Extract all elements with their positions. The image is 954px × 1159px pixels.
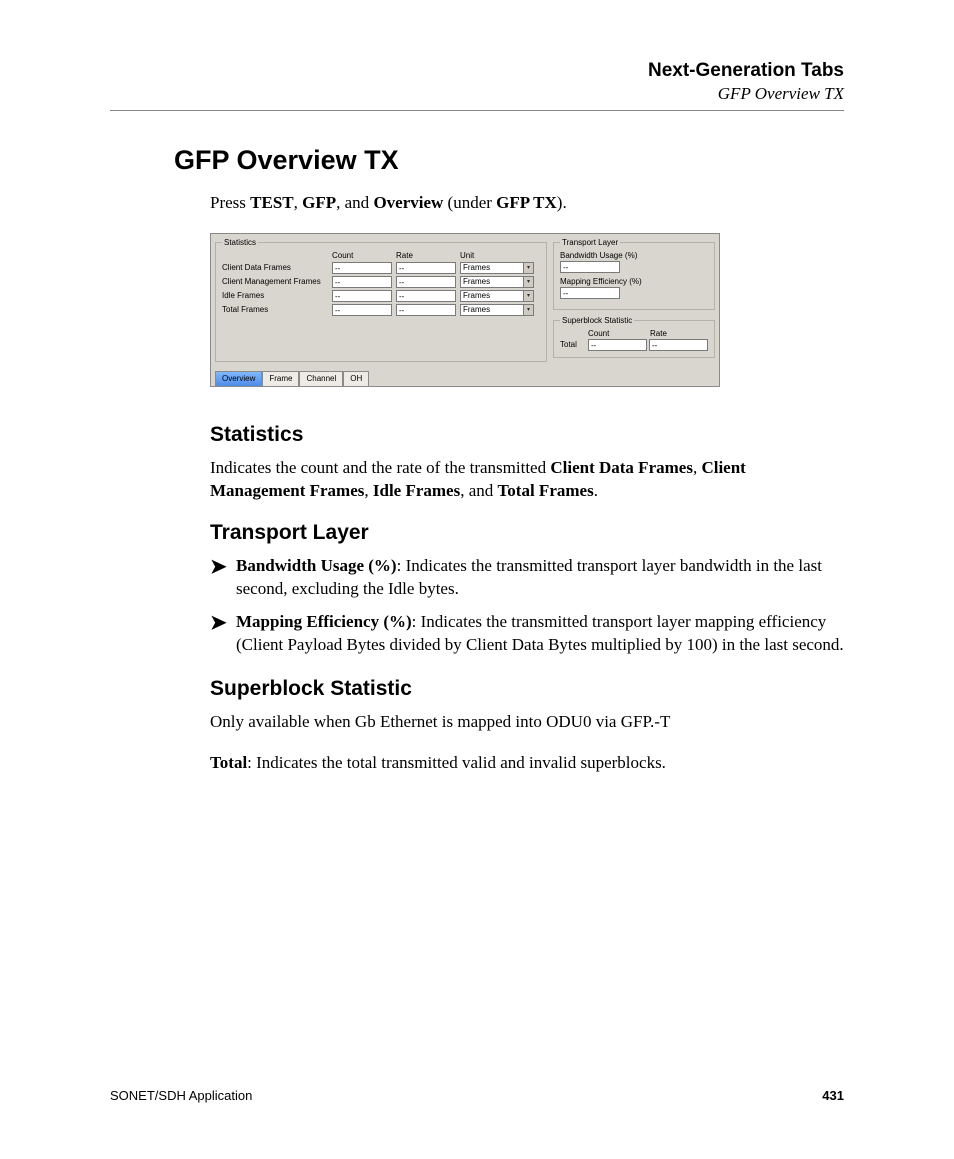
count-field[interactable]: -- [332,262,392,274]
tab-oh[interactable]: OH [343,371,369,387]
rate-field[interactable]: -- [396,262,456,274]
chevron-down-icon: ▾ [523,291,533,301]
unit-select[interactable]: Frames▾ [460,262,534,274]
mapping-efficiency-label: Mapping Efficiency (%) [560,277,708,286]
sb-col-rate: Rate [650,329,702,338]
statistics-group: Statistics Count Rate Unit Client Data F… [215,238,547,362]
transport-layer-list: ➤ Bandwidth Usage (%): Indicates the tra… [210,555,844,657]
transport-layer-legend: Transport Layer [560,238,620,247]
page-footer: SONET/SDH Application 431 [110,1088,844,1103]
statistics-heading: Statistics [210,423,844,447]
row-label: Client Management Frames [222,277,328,286]
footer-page-number: 431 [822,1088,844,1103]
tab-frame[interactable]: Frame [262,371,299,387]
header-title: Next-Generation Tabs [110,60,844,82]
tab-overview[interactable]: Overview [215,371,262,387]
sb-total-rate-field[interactable]: -- [649,339,708,351]
section-heading: GFP Overview TX [174,145,844,176]
bandwidth-usage-field[interactable]: -- [560,261,620,273]
unit-select[interactable]: Frames▾ [460,276,534,288]
chevron-down-icon: ▾ [523,305,533,315]
rate-field[interactable]: -- [396,276,456,288]
unit-select[interactable]: Frames▾ [460,290,534,302]
superblock-group: Superblock Statistic Count Rate Total --… [553,316,715,358]
footer-app-name: SONET/SDH Application [110,1088,252,1103]
transport-layer-group: Transport Layer Bandwidth Usage (%) -- M… [553,238,715,310]
list-item: ➤ Bandwidth Usage (%): Indicates the tra… [210,555,844,601]
superblock-paragraph-1: Only available when Gb Ethernet is mappe… [210,711,844,734]
bullet-icon: ➤ [210,611,236,657]
tab-bar: Overview Frame Channel OH [215,370,715,386]
bullet-icon: ➤ [210,555,236,601]
col-header-rate: Rate [396,251,456,260]
count-field[interactable]: -- [332,290,392,302]
superblock-heading: Superblock Statistic [210,677,844,701]
rate-field[interactable]: -- [396,290,456,302]
chevron-down-icon: ▾ [523,277,533,287]
count-field[interactable]: -- [332,304,392,316]
unit-select[interactable]: Frames▾ [460,304,534,316]
bandwidth-usage-label: Bandwidth Usage (%) [560,251,708,260]
sb-total-label: Total [560,340,586,349]
row-label: Total Frames [222,305,328,314]
gfp-screenshot: Statistics Count Rate Unit Client Data F… [210,233,720,387]
rate-field[interactable]: -- [396,304,456,316]
mapping-efficiency-field[interactable]: -- [560,287,620,299]
row-label: Idle Frames [222,291,328,300]
col-header-count: Count [332,251,392,260]
sb-total-count-field[interactable]: -- [588,339,647,351]
transport-layer-heading: Transport Layer [210,521,844,545]
chevron-down-icon: ▾ [523,263,533,273]
tab-channel[interactable]: Channel [299,371,343,387]
header-subtitle: GFP Overview TX [110,84,844,104]
count-field[interactable]: -- [332,276,392,288]
statistics-legend: Statistics [222,238,258,247]
col-header-unit: Unit [460,251,534,260]
sb-col-count: Count [588,329,650,338]
superblock-paragraph-2: Total: Indicates the total transmitted v… [210,752,844,775]
page-header: Next-Generation Tabs GFP Overview TX [110,60,844,111]
row-label: Client Data Frames [222,263,328,272]
statistics-paragraph: Indicates the count and the rate of the … [210,457,844,503]
intro-paragraph: Press TEST, GFP, and Overview (under GFP… [210,192,844,215]
list-item: ➤ Mapping Efficiency (%): Indicates the … [210,611,844,657]
superblock-legend: Superblock Statistic [560,316,634,325]
